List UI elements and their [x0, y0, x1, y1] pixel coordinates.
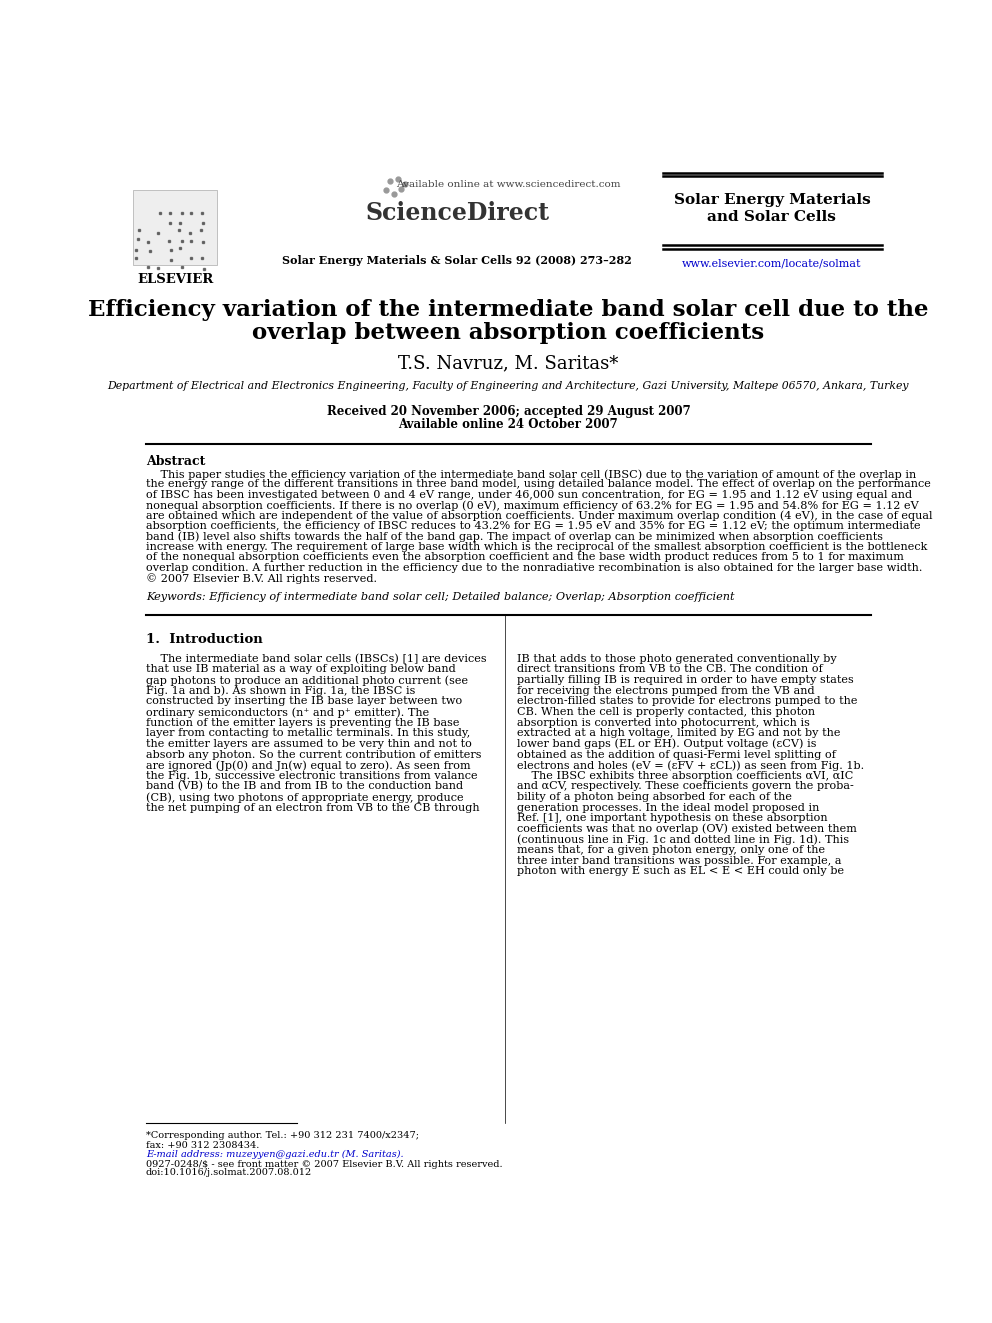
Text: CB. When the cell is properly contacted, this photon: CB. When the cell is properly contacted,…: [517, 706, 815, 717]
Text: (CB), using two photons of appropriate energy, produce: (CB), using two photons of appropriate e…: [146, 792, 463, 803]
Bar: [133, 191, 217, 265]
Text: band (IB) level also shifts towards the half of the band gap. The impact of over: band (IB) level also shifts towards the …: [146, 532, 883, 542]
Text: Solar Energy Materials
and Solar Cells: Solar Energy Materials and Solar Cells: [674, 193, 870, 224]
Text: band (VB) to the IB and from IB to the conduction band: band (VB) to the IB and from IB to the c…: [146, 782, 463, 791]
Text: ELSEVIER: ELSEVIER: [137, 273, 213, 286]
Text: (continuous line in Fig. 1c and dotted line in Fig. 1d). This: (continuous line in Fig. 1c and dotted l…: [517, 835, 849, 845]
Text: gap photons to produce an additional photo current (see: gap photons to produce an additional pho…: [146, 675, 468, 685]
Text: E-mail address: muzeyyen@gazi.edu.tr (M. Saritas).: E-mail address: muzeyyen@gazi.edu.tr (M.…: [146, 1150, 404, 1159]
Text: constructed by inserting the IB base layer between two: constructed by inserting the IB base lay…: [146, 696, 462, 706]
Text: Ref. [1], one important hypothesis on these absorption: Ref. [1], one important hypothesis on th…: [517, 814, 827, 823]
Text: electrons and holes (eV = (εFV + εCL)) as seen from Fig. 1b.: electrons and holes (eV = (εFV + εCL)) a…: [517, 761, 864, 771]
Text: doi:10.1016/j.solmat.2007.08.012: doi:10.1016/j.solmat.2007.08.012: [146, 1168, 311, 1177]
Text: are obtained which are independent of the value of absorption coefficients. Unde: are obtained which are independent of th…: [146, 511, 932, 521]
Text: layer from contacting to metallic terminals. In this study,: layer from contacting to metallic termin…: [146, 728, 470, 738]
Text: fax: +90 312 2308434.: fax: +90 312 2308434.: [146, 1140, 259, 1150]
Text: generation processes. In the ideal model proposed in: generation processes. In the ideal model…: [517, 803, 819, 812]
Text: electron-filled states to provide for electrons pumped to the: electron-filled states to provide for el…: [517, 696, 857, 706]
Text: overlap condition. A further reduction in the efficiency due to the nonradiative: overlap condition. A further reduction i…: [146, 562, 923, 573]
Text: that use IB material as a way of exploiting below band: that use IB material as a way of exploit…: [146, 664, 455, 675]
Text: obtained as the addition of quasi-Fermi level splitting of: obtained as the addition of quasi-Fermi …: [517, 750, 836, 759]
Text: function of the emitter layers is preventing the IB base: function of the emitter layers is preven…: [146, 717, 459, 728]
Text: absorption coefficients, the efficiency of IBSC reduces to 43.2% for EG = 1.95 e: absorption coefficients, the efficiency …: [146, 521, 921, 531]
Text: the emitter layers are assumed to be very thin and not to: the emitter layers are assumed to be ver…: [146, 738, 471, 749]
Text: Efficiency variation of the intermediate band solar cell due to the: Efficiency variation of the intermediate…: [88, 299, 929, 321]
Text: for receiving the electrons pumped from the VB and: for receiving the electrons pumped from …: [517, 685, 814, 696]
Text: lower band gaps (EL or EH). Output voltage (εCV) is: lower band gaps (EL or EH). Output volta…: [517, 738, 816, 749]
Text: absorption is converted into photocurrent, which is: absorption is converted into photocurren…: [517, 717, 809, 728]
Text: Keywords: Efficiency of intermediate band solar cell; Detailed balance; Overlap;: Keywords: Efficiency of intermediate ban…: [146, 591, 734, 602]
Text: The intermediate band solar cells (IBSCs) [1] are devices: The intermediate band solar cells (IBSCs…: [146, 654, 486, 664]
Text: direct transitions from VB to the CB. The condition of: direct transitions from VB to the CB. Th…: [517, 664, 822, 675]
Text: © 2007 Elsevier B.V. All rights reserved.: © 2007 Elsevier B.V. All rights reserved…: [146, 573, 377, 583]
Text: 0927-0248/$ - see front matter © 2007 Elsevier B.V. All rights reserved.: 0927-0248/$ - see front matter © 2007 El…: [146, 1160, 502, 1168]
Text: 1.  Introduction: 1. Introduction: [146, 634, 263, 646]
Text: IB that adds to those photo generated conventionally by: IB that adds to those photo generated co…: [517, 654, 836, 664]
Text: extracted at a high voltage, limited by EG and not by the: extracted at a high voltage, limited by …: [517, 728, 840, 738]
Text: This paper studies the efficiency variation of the intermediate band solar cell : This paper studies the efficiency variat…: [146, 470, 916, 480]
Text: partially filling IB is required in order to have empty states: partially filling IB is required in orde…: [517, 675, 854, 685]
Text: three inter band transitions was possible. For example, a: three inter band transitions was possibl…: [517, 856, 841, 865]
Text: ScienceDirect: ScienceDirect: [365, 201, 550, 225]
Text: Solar Energy Materials & Solar Cells 92 (2008) 273–282: Solar Energy Materials & Solar Cells 92 …: [283, 255, 632, 266]
Text: coefficients was that no overlap (OV) existed between them: coefficients was that no overlap (OV) ex…: [517, 824, 857, 835]
Text: Available online 24 October 2007: Available online 24 October 2007: [399, 418, 618, 431]
Text: Fig. 1a and b). As shown in Fig. 1a, the IBSC is: Fig. 1a and b). As shown in Fig. 1a, the…: [146, 685, 415, 696]
Text: the net pumping of an electron from VB to the CB through: the net pumping of an electron from VB t…: [146, 803, 479, 812]
Text: www.elsevier.com/locate/solmat: www.elsevier.com/locate/solmat: [682, 259, 862, 269]
Text: photon with energy E such as EL < E < EH could only be: photon with energy E such as EL < E < EH…: [517, 867, 844, 876]
Text: ordinary semiconductors (n⁺ and p⁺ emitter). The: ordinary semiconductors (n⁺ and p⁺ emitt…: [146, 706, 429, 717]
Text: of IBSC has been investigated between 0 and 4 eV range, under 46,000 sun concent: of IBSC has been investigated between 0 …: [146, 490, 912, 500]
Text: of the nonequal absorption coefficients even the absorption coefficient and the : of the nonequal absorption coefficients …: [146, 552, 904, 562]
Text: The IBSC exhibits three absorption coefficients αVI, αIC: The IBSC exhibits three absorption coeff…: [517, 771, 853, 781]
Text: means that, for a given photon energy, only one of the: means that, for a given photon energy, o…: [517, 845, 825, 855]
Text: T.S. Navruz, M. Saritas*: T.S. Navruz, M. Saritas*: [398, 355, 619, 372]
Text: Received 20 November 2006; accepted 29 August 2007: Received 20 November 2006; accepted 29 A…: [326, 405, 690, 418]
Text: Department of Electrical and Electronics Engineering, Faculty of Engineering and: Department of Electrical and Electronics…: [108, 381, 909, 390]
Text: Abstract: Abstract: [146, 455, 205, 468]
Text: the Fig. 1b, successive electronic transitions from valance: the Fig. 1b, successive electronic trans…: [146, 771, 477, 781]
Text: are ignored (Jp(0) and Jn(w) equal to zero). As seen from: are ignored (Jp(0) and Jn(w) equal to ze…: [146, 761, 470, 771]
Text: increase with energy. The requirement of large base width which is the reciproca: increase with energy. The requirement of…: [146, 542, 928, 552]
Text: *Corresponding author. Tel.: +90 312 231 7400/x2347;: *Corresponding author. Tel.: +90 312 231…: [146, 1131, 419, 1140]
Text: the energy range of the different transitions in three band model, using detaile: the energy range of the different transi…: [146, 479, 930, 490]
Text: overlap between absorption coefficients: overlap between absorption coefficients: [252, 321, 765, 344]
Text: nonequal absorption coefficients. If there is no overlap (0 eV), maximum efficie: nonequal absorption coefficients. If the…: [146, 500, 919, 511]
Text: bility of a photon being absorbed for each of the: bility of a photon being absorbed for ea…: [517, 792, 792, 802]
Text: Available online at www.sciencedirect.com: Available online at www.sciencedirect.co…: [396, 180, 621, 189]
Text: absorb any photon. So the current contribution of emitters: absorb any photon. So the current contri…: [146, 750, 481, 759]
Text: and αCV, respectively. These coefficients govern the proba-: and αCV, respectively. These coefficient…: [517, 782, 854, 791]
